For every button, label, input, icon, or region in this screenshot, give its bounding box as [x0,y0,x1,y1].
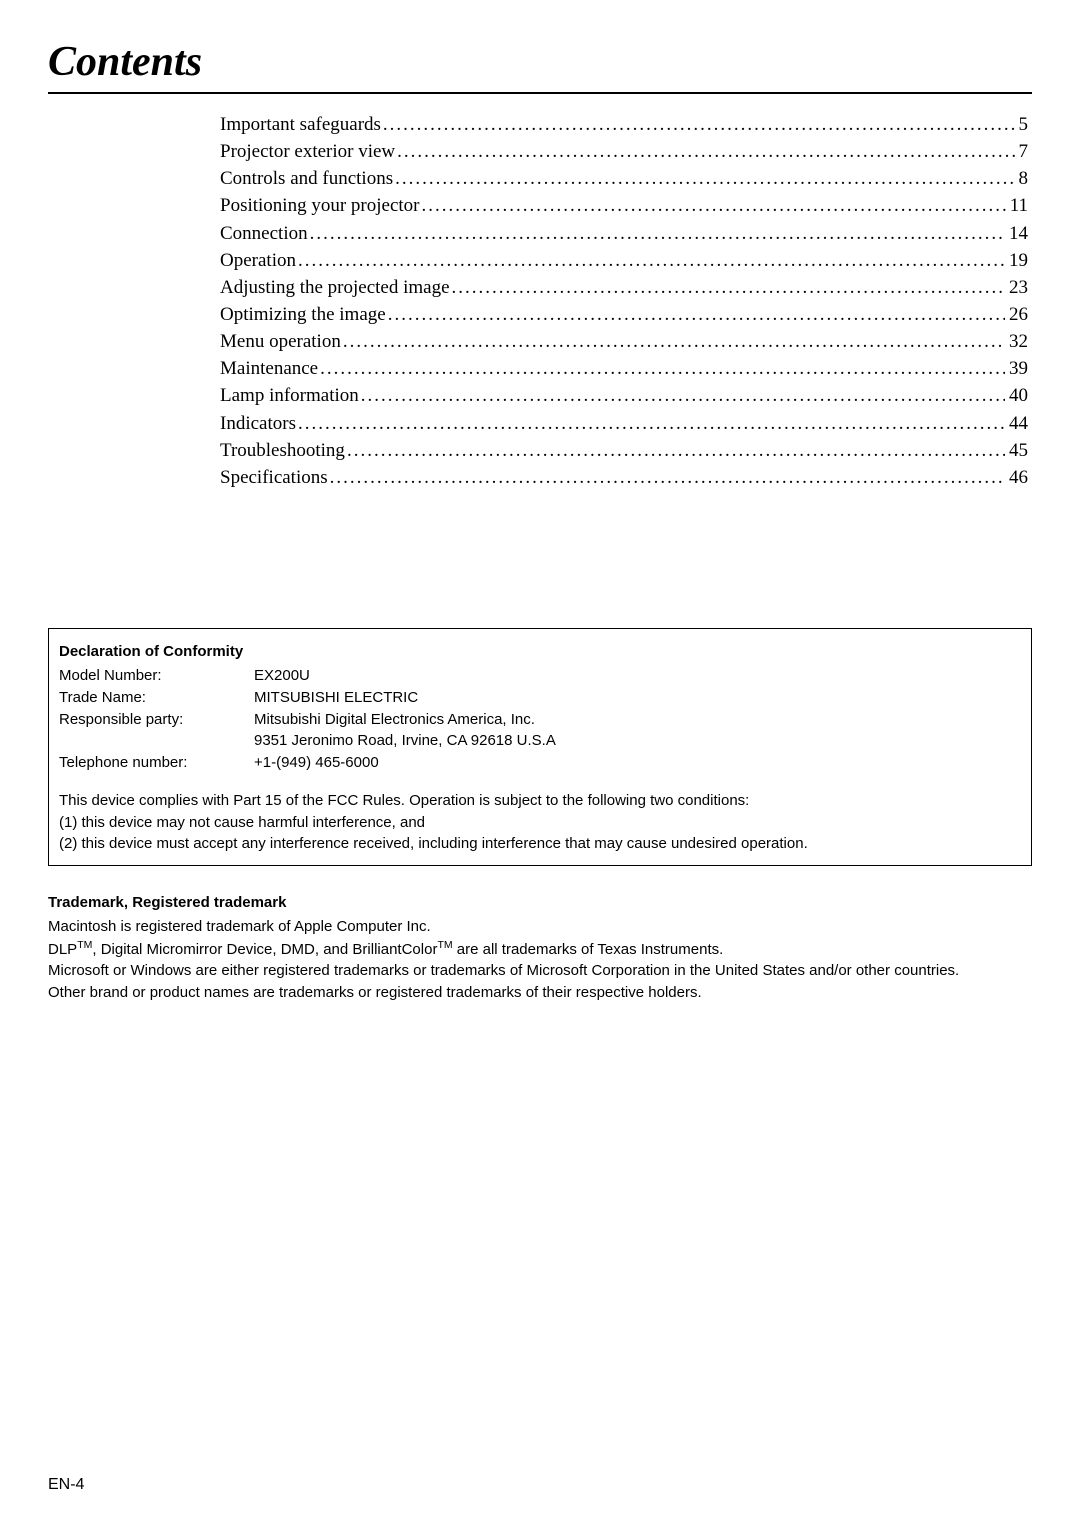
toc-row: Specifications 46 [220,465,1028,491]
toc-dots [310,221,1005,247]
toc-page: 44 [1005,411,1028,437]
toc-title: Troubleshooting [220,438,347,464]
trademark-text: , Digital Micromirror Device, DMD, and B… [92,941,437,958]
toc-page: 23 [1005,275,1028,301]
toc-page: 5 [1015,112,1029,138]
toc-page: 7 [1015,139,1029,165]
toc-title: Optimizing the image [220,302,388,328]
declaration-of-conformity: Declaration of Conformity Model Number:E… [48,628,1032,866]
declaration-row: Trade Name:MITSUBISHI ELECTRIC [59,687,1021,709]
toc-dots [298,411,1005,437]
toc-row: Maintenance 39 [220,356,1028,382]
toc-title: Connection [220,221,310,247]
toc-dots [347,438,1005,464]
toc-row: Indicators 44 [220,411,1028,437]
toc-dots [298,248,1005,274]
declaration-heading: Declaration of Conformity [59,641,1021,663]
toc-page: 19 [1005,248,1028,274]
trademark-line-4: Other brand or product names are tradema… [48,982,1032,1004]
trademark-text: are all trademarks of Texas Instruments. [453,941,724,958]
declaration-label: Model Number: [59,665,254,687]
table-of-contents: Important safeguards5Projector exterior … [220,112,1028,490]
toc-row: Operation 19 [220,248,1028,274]
declaration-value: +1-(949) 465-6000 [254,752,1021,774]
compliance-line-1: This device complies with Part 15 of the… [59,790,1021,812]
toc-page: 39 [1005,356,1028,382]
toc-dots [330,465,1005,491]
declaration-row: Model Number:EX200U [59,665,1021,687]
toc-page: 46 [1005,465,1028,491]
toc-row: Troubleshooting 45 [220,438,1028,464]
toc-dots [395,166,1014,192]
toc-page: 11 [1006,193,1028,219]
toc-page: 26 [1005,302,1028,328]
trademark-superscript: TM [77,939,92,951]
toc-page: 8 [1015,166,1029,192]
toc-row: Adjusting the projected image 23 [220,275,1028,301]
toc-title: Maintenance [220,356,320,382]
toc-title: Projector exterior view [220,139,397,165]
toc-dots [320,356,1005,382]
declaration-label [59,730,254,752]
trademark-line-2: DLPTM, Digital Micromirror Device, DMD, … [48,938,1032,961]
page-title: Contents [48,38,1032,86]
toc-title: Specifications [220,465,330,491]
toc-dots [397,139,1014,165]
toc-row: Important safeguards 5 [220,112,1028,138]
toc-page: 32 [1005,329,1028,355]
trademark-heading: Trademark, Registered trademark [48,892,1032,914]
trademark-section: Trademark, Registered trademark Macintos… [48,892,1032,1004]
toc-dots [421,193,1005,219]
toc-row: Positioning your projector 11 [220,193,1028,219]
toc-title: Menu operation [220,329,343,355]
title-rule [48,92,1032,94]
trademark-line-3: Microsoft or Windows are either register… [48,960,1032,982]
toc-title: Positioning your projector [220,193,421,219]
toc-title: Lamp information [220,383,361,409]
declaration-value: Mitsubishi Digital Electronics America, … [254,709,1021,731]
declaration-row: Telephone number:+1-(949) 465-6000 [59,752,1021,774]
compliance-line-3: (2) this device must accept any interfer… [59,833,1021,855]
toc-title: Important safeguards [220,112,383,138]
declaration-label: Responsible party: [59,709,254,731]
toc-title: Controls and functions [220,166,395,192]
declaration-label: Trade Name: [59,687,254,709]
declaration-value: 9351 Jeronimo Road, Irvine, CA 92618 U.S… [254,730,1021,752]
toc-title: Operation [220,248,298,274]
declaration-label: Telephone number: [59,752,254,774]
page-footer: EN-4 [48,1476,84,1494]
declaration-row: Responsible party:Mitsubishi Digital Ele… [59,709,1021,731]
toc-row: Projector exterior view 7 [220,139,1028,165]
trademark-line-1: Macintosh is registered trademark of App… [48,916,1032,938]
toc-row: Lamp information 40 [220,383,1028,409]
toc-dots [343,329,1005,355]
trademark-superscript: TM [437,939,452,951]
trademark-text: DLP [48,941,77,958]
compliance-line-2: (1) this device may not cause harmful in… [59,812,1021,834]
toc-dots [388,302,1005,328]
toc-row: Controls and functions 8 [220,166,1028,192]
toc-title: Indicators [220,411,298,437]
toc-row: Menu operation 32 [220,329,1028,355]
toc-page: 45 [1005,438,1028,464]
toc-dots [383,112,1015,138]
toc-title: Adjusting the projected image [220,275,452,301]
toc-page: 14 [1005,221,1028,247]
toc-dots [361,383,1005,409]
declaration-value: MITSUBISHI ELECTRIC [254,687,1021,709]
toc-row: Connection 14 [220,221,1028,247]
toc-dots [452,275,1005,301]
declaration-value: EX200U [254,665,1021,687]
declaration-row: 9351 Jeronimo Road, Irvine, CA 92618 U.S… [59,730,1021,752]
toc-row: Optimizing the image 26 [220,302,1028,328]
toc-page: 40 [1005,383,1028,409]
